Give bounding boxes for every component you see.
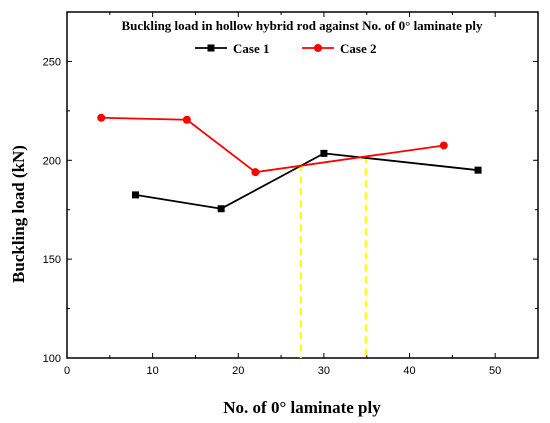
- x-axis-label: No. of 0° laminate ply: [223, 398, 381, 417]
- plot-area-border: [66, 11, 539, 359]
- data-point: [474, 166, 482, 174]
- data-point: [439, 141, 448, 150]
- series-1: [132, 149, 482, 213]
- data-point: [320, 149, 328, 157]
- x-tick-label: 50: [489, 365, 501, 377]
- y-tick-label: 200: [43, 155, 61, 167]
- y-tick-label: 150: [43, 254, 61, 266]
- y-tick-label: 250: [43, 56, 61, 68]
- legend-label: Case 1: [233, 41, 269, 56]
- x-tick-label: 10: [147, 365, 159, 377]
- data-point: [97, 113, 106, 122]
- legend-label: Case 2: [340, 41, 376, 56]
- annotation-lines: [299, 156, 367, 358]
- data-point: [132, 191, 140, 199]
- legend-marker: [314, 44, 322, 52]
- legend-marker: [207, 44, 215, 52]
- data-point: [182, 115, 191, 124]
- y-tick-label: 100: [43, 353, 61, 365]
- legend: Case 1 Case 2: [195, 41, 376, 56]
- legend-item: Case 2: [302, 41, 376, 56]
- series-group: [97, 113, 482, 213]
- x-tick-label: 30: [318, 365, 330, 377]
- legend-item: Case 1: [195, 41, 269, 56]
- plot-frame: [66, 11, 539, 359]
- chart-title: Buckling load in hollow hybrid rod again…: [121, 18, 483, 33]
- x-tick-label: 0: [64, 365, 70, 377]
- y-axis-label: Buckling load (kN): [9, 145, 28, 283]
- data-point: [251, 168, 260, 177]
- series-2: [97, 113, 448, 177]
- x-tick-label: 20: [232, 365, 244, 377]
- data-point: [217, 205, 225, 213]
- axis-ticks: 0 10 20 30 40 50 100 150 200 250: [43, 11, 539, 377]
- series-line: [101, 116, 444, 174]
- series-line: [135, 152, 479, 210]
- x-tick-label: 40: [403, 365, 415, 377]
